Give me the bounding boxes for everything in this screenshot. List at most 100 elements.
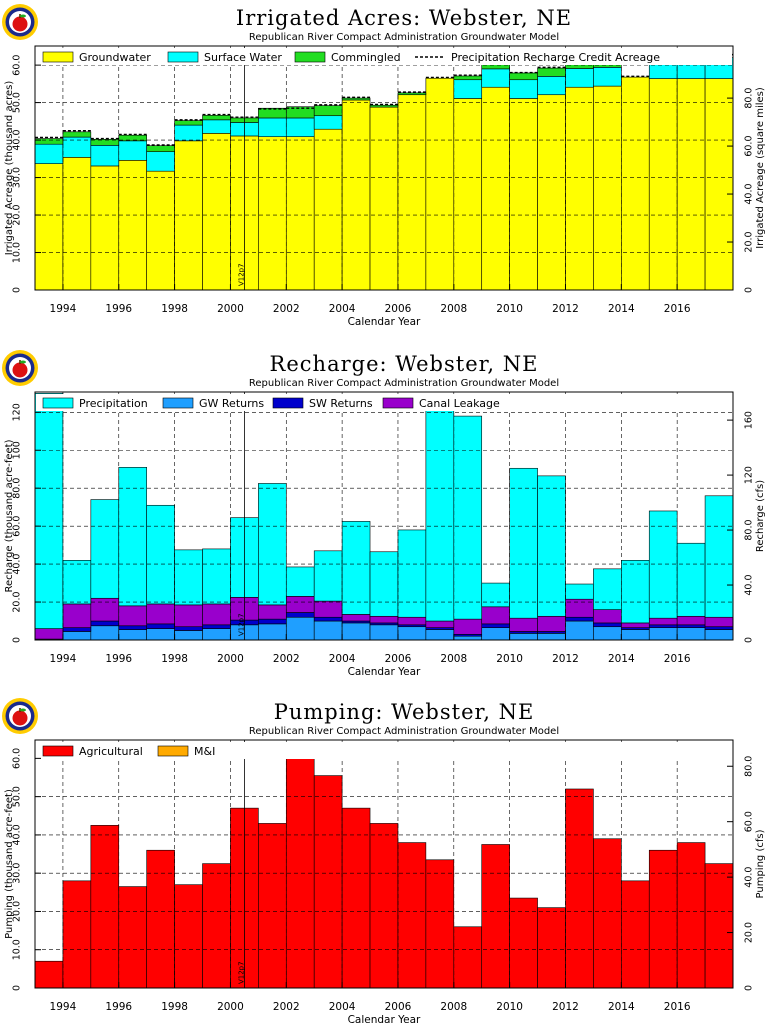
x-tick-label: 1994 xyxy=(50,303,77,315)
bar-precipitation-2016 xyxy=(676,542,706,617)
x-tick-label: 2016 xyxy=(664,653,691,665)
legend-swatch-canal-leakage xyxy=(382,397,414,409)
x-tick-label: 1994 xyxy=(50,653,77,665)
bar-groundwater-1998 xyxy=(174,140,203,291)
bar-commingled-1994 xyxy=(62,131,92,138)
bar-gw-returns-2017 xyxy=(704,629,734,641)
y-right-tick-label: 0 xyxy=(744,985,755,991)
bar-surface-water-1996 xyxy=(118,140,147,161)
bar-groundwater-2010 xyxy=(509,98,538,291)
bar-gw-returns-2006 xyxy=(397,626,427,641)
bar-precipitation-2009 xyxy=(481,582,510,608)
bar-groundwater-2012 xyxy=(565,86,594,291)
bar-commingled-2003 xyxy=(313,105,343,117)
bar-canal-leakage-2016 xyxy=(676,615,706,626)
x-tick-label: 1998 xyxy=(161,1001,188,1013)
bar-gw-returns-2015 xyxy=(648,627,678,641)
bar-precipitation-2012 xyxy=(565,583,594,600)
bar-gw-returns-2001 xyxy=(258,623,287,641)
bar-canal-leakage-2013 xyxy=(593,609,622,624)
bar-groundwater-1999 xyxy=(202,133,231,291)
legend-swatch-precipitation xyxy=(42,397,74,409)
y-axis-label: Irrigated Acreage (thousand acres) xyxy=(4,81,15,256)
logo-apple-1 xyxy=(12,16,28,32)
y-right-tick-label: 60.0 xyxy=(744,135,755,156)
bar-gw-returns-2010 xyxy=(509,633,538,641)
x-tick-label: 2008 xyxy=(440,303,467,315)
bar-gw-returns-2003 xyxy=(313,620,343,641)
x-tick-label: 2004 xyxy=(329,303,356,315)
bar-precipitation-2015 xyxy=(648,510,678,619)
bar-groundwater-2007 xyxy=(425,77,455,291)
x-tick-label: 2008 xyxy=(440,1001,467,1013)
legend-swatch-sw-returns xyxy=(272,397,304,409)
x-tick-label: 2012 xyxy=(552,1001,579,1013)
bar-commingled-1997 xyxy=(146,145,175,152)
y-tick-label: 0 xyxy=(12,637,23,643)
bar-sw-returns-1995 xyxy=(90,620,120,627)
bar-agricultural-2002 xyxy=(285,744,315,989)
y-axis-label: Pumping (thousand acre-feet) xyxy=(4,789,15,939)
y-tick-label: 120 xyxy=(12,403,23,421)
y-tick-label: 80.0 xyxy=(12,478,23,499)
legend-box xyxy=(36,742,732,759)
legend-swatch-m-i xyxy=(157,745,189,757)
x-axis-label: Calendar Year xyxy=(348,316,421,328)
x-tick-label: 2004 xyxy=(329,1001,356,1013)
logo-apple-3 xyxy=(12,710,28,726)
bar-agricultural-2006 xyxy=(397,842,427,989)
bar-commingled-2011 xyxy=(537,67,566,77)
bar-canal-leakage-2002 xyxy=(285,596,315,613)
legend-label-agricultural: Agricultural xyxy=(79,745,143,758)
y-tick-label: 10.0 xyxy=(12,939,23,960)
x-tick-label: 2000 xyxy=(217,653,244,665)
y-right-tick-label: 20.0 xyxy=(744,922,755,943)
bar-sw-returns-2016 xyxy=(676,624,706,628)
y-tick-label: 60.0 xyxy=(12,55,23,76)
bar-surface-water-1993 xyxy=(34,143,64,164)
chart-subtitle: Republican River Compact Administration … xyxy=(249,32,559,43)
bar-agricultural-2011 xyxy=(537,907,566,989)
y-right-tick-label: 80.0 xyxy=(744,756,755,777)
x-tick-label: 1996 xyxy=(105,1001,132,1013)
bar-agricultural-2007 xyxy=(425,859,455,989)
y-tick-label: 20.0 xyxy=(12,901,23,922)
bar-sw-returns-2002 xyxy=(285,612,315,618)
legend-label-surface-water: Surface Water xyxy=(204,51,282,64)
y-axis-label-right: Recharge (cfs) xyxy=(755,480,766,552)
bar-agricultural-2015 xyxy=(648,849,678,989)
chart-title: Pumping: Webster, NE xyxy=(274,700,535,724)
bar-canal-leakage-2014 xyxy=(621,622,650,628)
bar-agricultural-2012 xyxy=(565,788,594,989)
bar-canal-leakage-1995 xyxy=(90,597,120,622)
x-tick-label: 2006 xyxy=(385,1001,412,1013)
bar-gw-returns-1998 xyxy=(174,630,203,641)
x-tick-label: 1996 xyxy=(105,303,132,315)
bar-precipitation-1993 xyxy=(34,393,64,629)
bar-sw-returns-1996 xyxy=(118,625,147,630)
bar-precipitation-2004 xyxy=(341,521,371,615)
y-tick-label: 10.0 xyxy=(12,242,23,263)
bar-agricultural-1997 xyxy=(146,849,175,989)
bar-canal-leakage-1996 xyxy=(118,605,147,627)
legend-swatch-agricultural xyxy=(42,745,74,757)
bar-precipitation-2017 xyxy=(704,495,734,618)
x-tick-label: 2002 xyxy=(273,653,300,665)
bar-commingled-1998 xyxy=(174,120,203,126)
legend-swatch-commingled xyxy=(294,51,326,63)
bar-surface-water-2001 xyxy=(258,117,287,138)
y-tick-label: 0 xyxy=(12,985,23,991)
y-tick-label: 20.0 xyxy=(12,204,23,225)
x-tick-label: 2000 xyxy=(217,1001,244,1013)
bar-canal-leakage-2011 xyxy=(537,615,566,632)
bar-groundwater-2013 xyxy=(593,85,622,291)
bar-precipitation-1998 xyxy=(174,549,203,606)
bar-commingled-1993 xyxy=(34,138,64,145)
x-tick-label: 2016 xyxy=(664,1001,691,1013)
x-tick-label: 2002 xyxy=(273,303,300,315)
legend-swatch-gw-returns xyxy=(162,397,194,409)
y-axis-label: Recharge (thousand acre-feet) xyxy=(4,439,15,592)
bar-commingled-2001 xyxy=(258,107,287,119)
bar-precipitation-2011 xyxy=(537,475,566,617)
bar-canal-leakage-2015 xyxy=(648,617,678,626)
